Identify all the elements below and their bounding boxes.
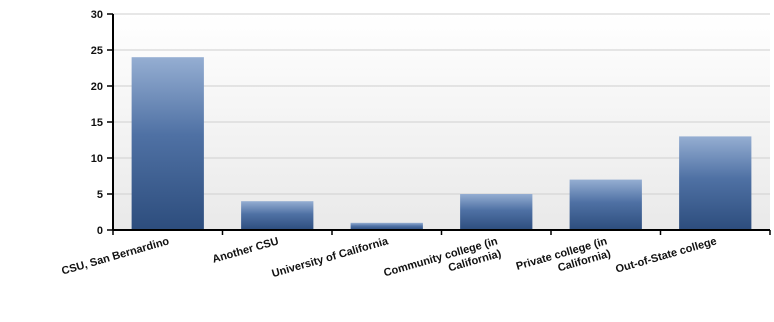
bars <box>131 57 752 231</box>
y-tick-label: 30 <box>91 9 103 21</box>
axes <box>107 13 771 235</box>
bar <box>679 136 752 230</box>
x-category-label: Out-of-State college <box>614 235 718 275</box>
bar <box>569 179 642 230</box>
bar <box>241 201 314 230</box>
y-tick-label: 15 <box>91 117 103 129</box>
bar <box>350 222 423 230</box>
y-tick-label: 20 <box>91 81 103 93</box>
bar <box>460 194 533 230</box>
bar <box>131 57 204 231</box>
y-tick-label: 25 <box>91 45 103 57</box>
x-category-labels: CSU, San Bernardino Another CSUUniversity… <box>60 235 718 292</box>
x-category-label: CSU, San Bernardino <box>60 235 171 277</box>
y-tick-label: 10 <box>91 153 103 165</box>
x-category-label: Another CSU <box>211 235 280 265</box>
x-category-label: Community college (inCalifornia) <box>382 235 503 292</box>
x-category-label: Private college (inCalifornia) <box>515 235 613 285</box>
y-tick-label: 0 <box>97 225 103 237</box>
x-category-label: University of California <box>271 235 391 280</box>
y-tick-label: 5 <box>97 189 103 201</box>
grid-lines <box>113 13 770 195</box>
y-tick-labels: 0 5 10 15 20 25 30 <box>91 9 103 237</box>
